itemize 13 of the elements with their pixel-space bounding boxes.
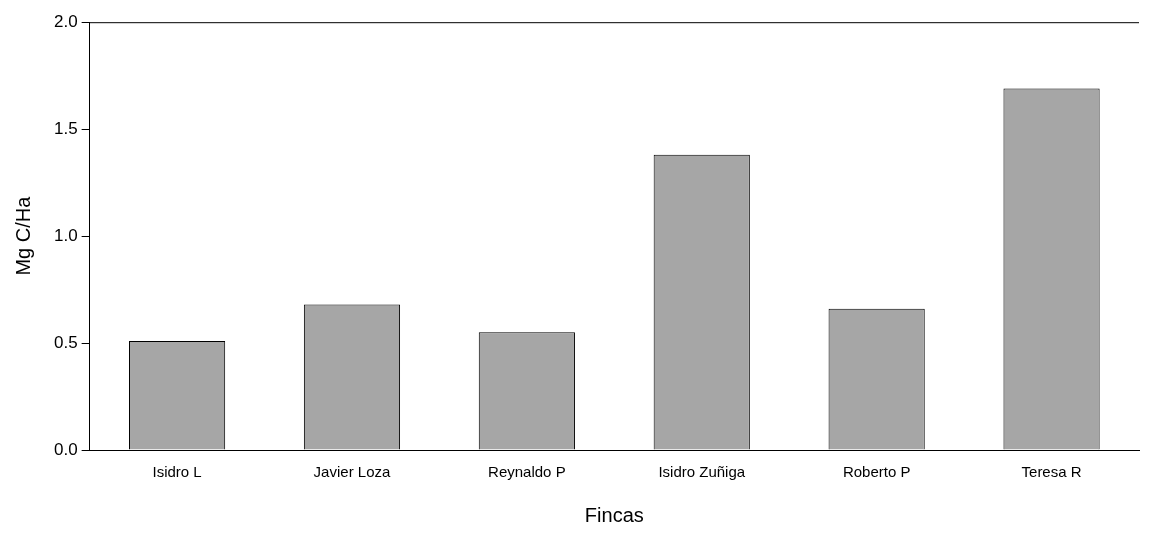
x-tick-label: Roberto P bbox=[842, 463, 911, 481]
y-tick-label: 1.0 bbox=[53, 225, 78, 245]
x-tick-label: Teresa R bbox=[1021, 463, 1082, 481]
x-tick-label: Reynaldo P bbox=[488, 463, 566, 481]
y-tick-label: 0.0 bbox=[53, 439, 78, 459]
y-axis-title: Mg C/Ha bbox=[11, 195, 34, 276]
y-tick-label: 2.0 bbox=[53, 11, 78, 31]
y-tick-label: 1.5 bbox=[53, 118, 78, 138]
x-tick-label: Javier Loza bbox=[313, 463, 391, 481]
x-tick-label: Isidro L bbox=[152, 463, 202, 481]
y-tick-label: 0.5 bbox=[53, 332, 78, 352]
x-axis-title: Fincas bbox=[584, 503, 644, 526]
x-tick-label: Isidro Zuñiga bbox=[658, 463, 746, 481]
